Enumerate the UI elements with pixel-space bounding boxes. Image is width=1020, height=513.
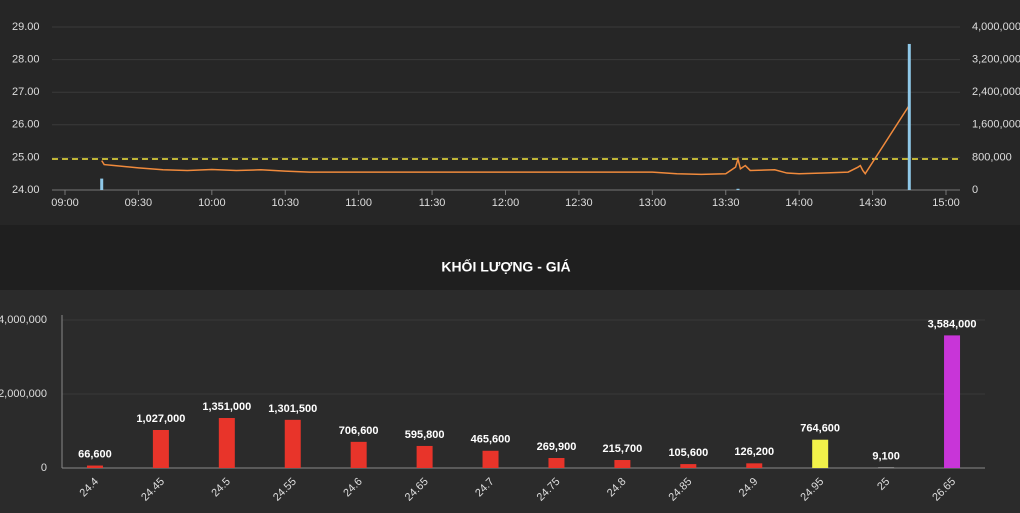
bar: [944, 335, 961, 468]
title-banner: [0, 225, 1020, 290]
x-tick-label: 09:00: [51, 197, 79, 209]
volume-bar: [907, 43, 911, 191]
chart-title: KHỐI LƯỢNG - GIÁ: [441, 258, 570, 275]
y2-tick-label: 800,000: [972, 151, 1012, 163]
value-label: 3,584,000: [928, 318, 977, 330]
value-label: 1,351,000: [202, 401, 251, 413]
value-label: 9,100: [872, 451, 900, 463]
x-tick-label: 12:30: [565, 197, 593, 209]
y2-tick-label: 4,000,000: [972, 21, 1020, 33]
x-tick-label: 13:00: [639, 197, 667, 209]
bottom-panel: [0, 290, 1020, 513]
y-tick-label: 27.00: [12, 86, 40, 98]
value-label: 465,600: [471, 434, 511, 446]
bar: [218, 418, 235, 468]
bar: [680, 464, 697, 468]
value-label: 105,600: [668, 447, 708, 459]
x-tick-label: 12:00: [492, 197, 520, 209]
x-tick-label: 10:30: [271, 197, 299, 209]
y2-tick-label: 3,200,000: [972, 54, 1020, 66]
value-label: 595,800: [405, 429, 445, 441]
bar: [152, 430, 169, 468]
x-tick-label: 11:00: [345, 197, 372, 209]
volume-bar: [100, 178, 104, 190]
y2-tick-label: 0: [972, 184, 978, 196]
y-tick-label: 29.00: [12, 21, 40, 33]
x-tick-label: 09:30: [125, 197, 153, 209]
x-tick-label: 13:30: [712, 197, 740, 209]
bar: [746, 463, 763, 468]
value-label: 764,600: [800, 423, 840, 435]
value-label: 1,027,000: [136, 413, 185, 425]
bar: [86, 465, 103, 468]
y-tick-label: 26.00: [12, 119, 40, 131]
y-tick-label: 28.00: [12, 54, 40, 66]
bar: [350, 441, 367, 468]
value-label: 1,301,500: [268, 403, 317, 415]
y2-tick-label: 1,600,000: [972, 119, 1020, 131]
x-tick-label: 14:30: [859, 197, 887, 209]
x-tick-label: 15:00: [932, 197, 960, 209]
bar: [416, 445, 433, 468]
x-tick-label: 14:00: [785, 197, 813, 209]
value-label: 215,700: [603, 443, 643, 455]
y-tick-label: 2,000,000: [0, 388, 47, 400]
price-line: [101, 104, 910, 176]
y-tick-label: 0: [41, 462, 47, 474]
y2-tick-label: 2,400,000: [972, 86, 1020, 98]
y-tick-label: 4,000,000: [0, 314, 47, 326]
x-tick-label: 11:30: [419, 197, 446, 209]
bar: [482, 450, 499, 468]
y-tick-label: 25.00: [12, 151, 40, 163]
value-label: 269,900: [537, 441, 577, 453]
x-tick-label: 10:00: [198, 197, 226, 209]
bar: [284, 419, 301, 468]
bar: [812, 439, 829, 468]
volume-bar: [736, 188, 740, 190]
bar: [548, 458, 565, 468]
y-tick-label: 24.00: [12, 184, 40, 196]
top-panel: [0, 0, 1020, 225]
value-label: 706,600: [339, 425, 379, 437]
bar: [614, 460, 631, 468]
value-label: 66,600: [78, 448, 112, 460]
value-label: 126,200: [734, 446, 774, 458]
